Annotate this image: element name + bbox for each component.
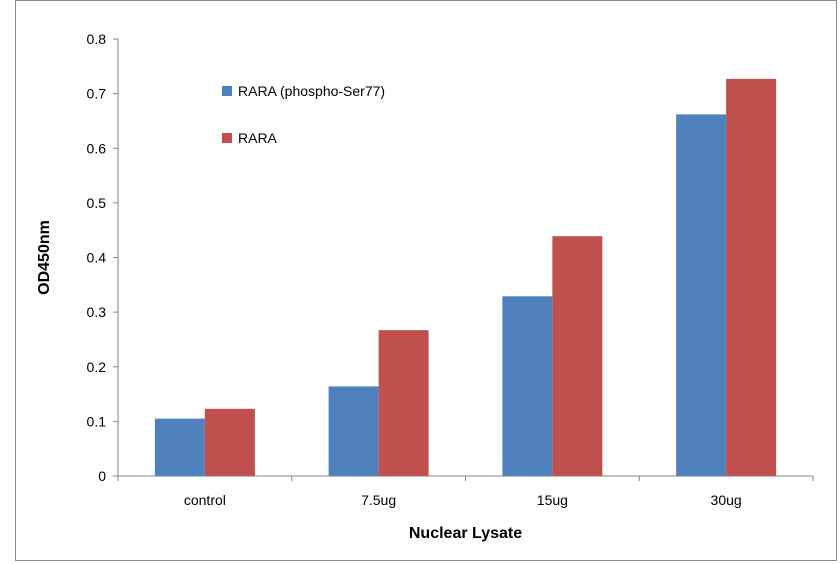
x-tick-label: 30ug xyxy=(711,492,742,508)
y-tick-label: 0.7 xyxy=(87,86,107,102)
y-tick-label: 0.2 xyxy=(87,359,107,375)
x-tick-label: 7.5ug xyxy=(361,492,396,508)
bar-total-2 xyxy=(552,236,603,476)
bar-phospho-2 xyxy=(502,296,553,476)
bar-phospho-0 xyxy=(154,418,205,476)
legend: RARA (phospho-Ser77) RARA xyxy=(222,83,385,146)
y-tick-label: 0.5 xyxy=(87,195,107,211)
y-tick-label: 0.3 xyxy=(87,304,107,320)
bar-total-3 xyxy=(726,78,777,476)
x-tick-label: control xyxy=(184,492,226,508)
x-axis-title: Nuclear Lysate xyxy=(409,525,522,542)
legend-label: RARA (phospho-Ser77) xyxy=(238,83,385,99)
y-tick-label: 0.6 xyxy=(87,140,107,156)
legend-swatch xyxy=(222,133,232,143)
y-tick-label: 0.1 xyxy=(87,413,107,429)
y-tick-label: 0.4 xyxy=(87,250,107,266)
y-axis-title: OD450nm xyxy=(36,220,53,295)
x-tick-label: 15ug xyxy=(537,492,568,508)
bar-phospho-3 xyxy=(676,114,727,476)
bar-total-1 xyxy=(378,330,429,476)
bars xyxy=(154,78,777,476)
legend-label: RARA xyxy=(238,130,278,146)
legend-swatch xyxy=(222,86,232,96)
x-axis: control 7.5ug 15ug 30ug xyxy=(117,475,814,508)
bar-phospho-1 xyxy=(328,386,379,476)
y-tick-label: 0.8 xyxy=(87,31,107,47)
bar-total-0 xyxy=(204,408,255,476)
y-tick-label: 0 xyxy=(98,468,106,484)
y-axis: 0 0.1 0.2 0.3 0.4 0.5 0.6 0.7 0.8 xyxy=(87,31,119,484)
